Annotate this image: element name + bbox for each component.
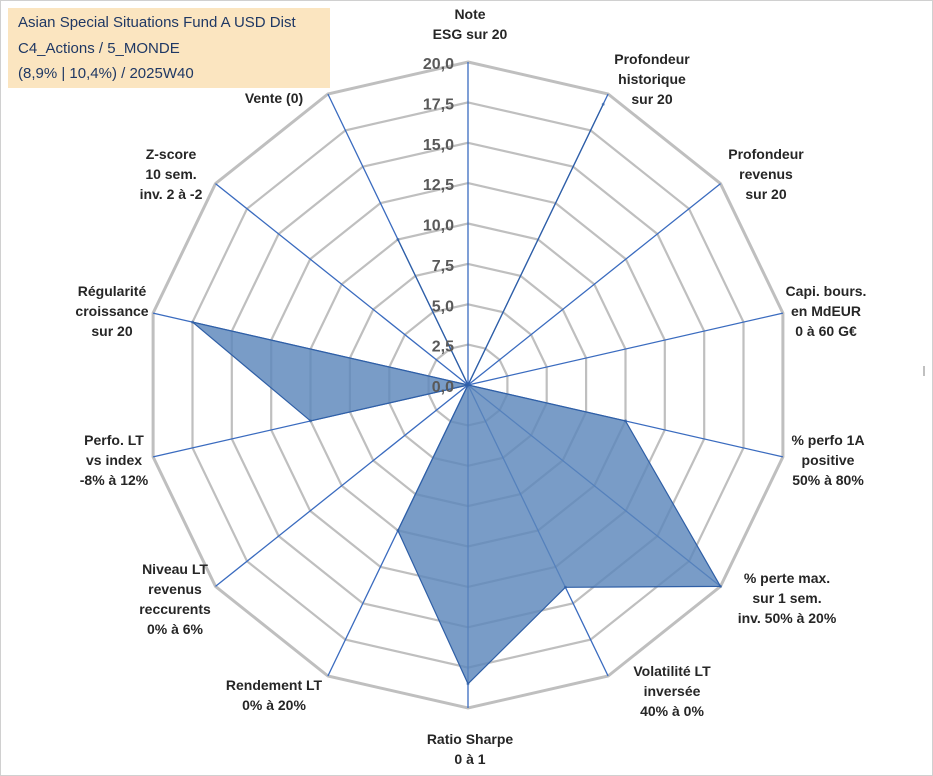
axis-label-5: % perte max. sur 1 sem. inv. 50% à 20% xyxy=(738,570,837,626)
data-point-7 xyxy=(466,682,470,686)
axis-label-line: 0% à 6% xyxy=(147,621,204,637)
axis-label-line: Note xyxy=(454,6,485,22)
tick-label-5: 12,5 xyxy=(423,177,454,194)
axis-label-line: 10 sem. xyxy=(145,166,196,182)
data-point-5 xyxy=(719,584,722,588)
fund-info-box: Asian Special Situations Fund A USD Dist… xyxy=(8,8,330,88)
axis-label-line: sur 20 xyxy=(631,91,672,107)
axis-label-line: 0% à 20% xyxy=(242,697,306,713)
axis-label-7: Ratio Sharpe 0 à 1 xyxy=(427,731,514,767)
axis-label-line: Volatilité LT xyxy=(633,663,711,679)
axis-label-line: Perfo. LT xyxy=(84,432,144,448)
data-point-8 xyxy=(396,529,400,532)
axis-label-line: reccurents xyxy=(139,601,211,617)
axis-spoke-9 xyxy=(215,384,469,587)
tick-label-6: 15,0 xyxy=(423,137,454,154)
axis-spoke-2 xyxy=(467,183,721,386)
axis-label-line: Niveau LT xyxy=(142,561,208,577)
tick-label-3: 7,5 xyxy=(432,258,454,275)
axis-label-line: revenus xyxy=(148,581,202,597)
axis-label-6: Volatilité LT inversée 40% à 0% xyxy=(633,663,711,719)
axis-label-line: historique xyxy=(618,71,686,87)
axis-label-0: Note ESG sur 20 xyxy=(433,6,508,42)
axis-spoke-3 xyxy=(467,312,784,386)
axis-label-line: sur 20 xyxy=(745,186,786,202)
data-area xyxy=(192,103,722,685)
data-point-6 xyxy=(563,585,567,589)
tick-label-8: 20,0 xyxy=(423,56,454,73)
tick-label-0: 0,0 xyxy=(432,379,454,396)
fund-category: C4_Actions / 5_MONDE xyxy=(18,40,180,57)
axis-label-line: 0 à 1 xyxy=(454,751,485,767)
axis-label-line: % perte max. xyxy=(744,570,830,586)
axis-label-line: vs index xyxy=(86,452,142,468)
axis-label-line: Profondeur xyxy=(728,146,804,162)
axis-label-line: en MdEUR xyxy=(791,303,861,319)
axis-label-line: Ratio Sharpe xyxy=(427,731,514,747)
axis-label-line: 50% à 80% xyxy=(792,472,864,488)
axis-label-line: Capi. bours. xyxy=(786,283,867,299)
axis-label-line: positive xyxy=(802,452,855,468)
data-point-13 xyxy=(396,238,400,241)
tick-label-1: 2,5 xyxy=(432,339,454,356)
tick-label-7: 17,5 xyxy=(423,96,454,113)
axis-label-12: Z-score 10 sem. inv. 2 à -2 xyxy=(140,146,203,202)
axis-label-line: % perfo 1A xyxy=(791,432,864,448)
axis-label-line: inv. 2 à -2 xyxy=(140,186,203,202)
axis-label-line: ESG sur 20 xyxy=(433,26,508,42)
data-point-12 xyxy=(466,383,470,387)
axis-label-4: % perfo 1A positive 50% à 80% xyxy=(791,432,864,488)
axis-label-line: Profondeur xyxy=(614,51,690,67)
axis-label-3: Capi. bours. en MdEUR 0 à 60 G€ xyxy=(786,283,867,339)
axis-label-line: revenus xyxy=(739,166,793,182)
axis-label-line: Régularité xyxy=(78,283,147,299)
axis-label-line: Rendement LT xyxy=(226,677,323,693)
data-point-11 xyxy=(191,320,194,324)
axis-spoke-12 xyxy=(215,183,469,386)
data-point-10 xyxy=(309,419,312,423)
tick-label-4: 10,0 xyxy=(423,218,454,235)
axis-label-1: Profondeur historique sur 20 xyxy=(614,51,690,107)
axis-label-9: Niveau LT revenus reccurents 0% à 6% xyxy=(139,561,211,637)
axis-label-2: Profondeur revenus sur 20 xyxy=(728,146,804,202)
axis-label-8: Rendement LT 0% à 20% xyxy=(226,677,323,713)
axis-label-line: sur 20 xyxy=(91,323,132,339)
axis-label-line: croissance xyxy=(75,303,148,319)
tick-label-2: 5,0 xyxy=(432,298,454,315)
axis-label-line: sur 1 sem. xyxy=(752,590,821,606)
axis-label-11: Régularité croissance sur 20 xyxy=(75,283,148,339)
data-point-4 xyxy=(624,419,627,423)
axis-label-line: Vente (0) xyxy=(245,90,303,106)
fund-performance-period: (8,9% | 10,4%) / 2025W40 xyxy=(18,65,194,82)
axis-label-line: inv. 50% à 20% xyxy=(738,610,837,626)
fund-name: Asian Special Situations Fund A USD Dist xyxy=(18,14,296,31)
axis-label-line: 40% à 0% xyxy=(640,703,704,719)
axis-label-line: inversée xyxy=(644,683,701,699)
axis-label-line: 0 à 60 G€ xyxy=(795,323,857,339)
scroll-marker xyxy=(923,366,925,376)
axis-label-10: Perfo. LT vs index -8% à 12% xyxy=(80,432,149,488)
data-point-1 xyxy=(601,102,605,106)
axis-label-line: Z-score xyxy=(146,146,197,162)
axis-label-line: -8% à 12% xyxy=(80,472,149,488)
